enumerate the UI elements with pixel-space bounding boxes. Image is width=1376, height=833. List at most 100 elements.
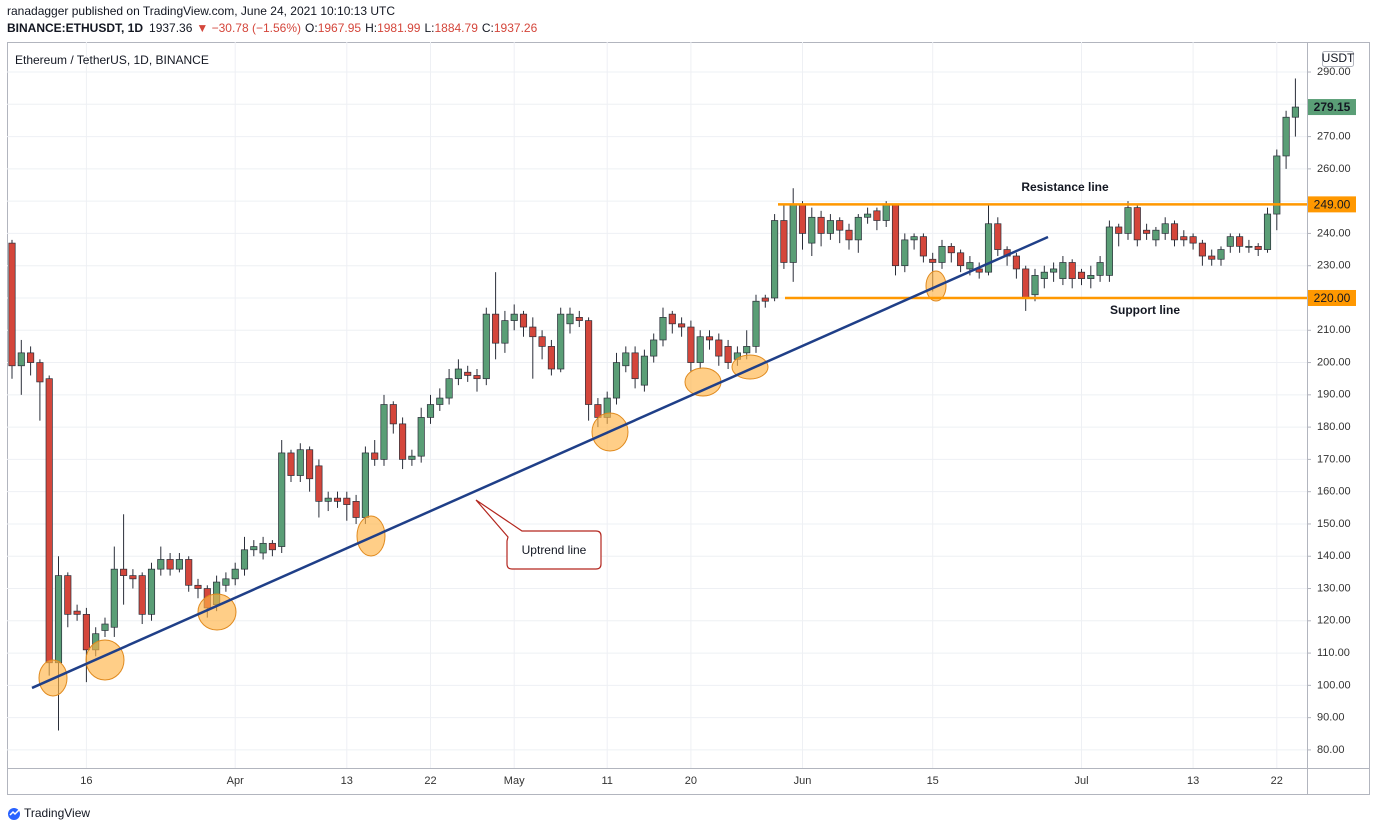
candle-body [1180, 236, 1188, 241]
price: 1937.36 [149, 21, 193, 35]
x-tick-label: May [504, 775, 525, 787]
symbol-line: BINANCE:ETHUSDT, 1D 1937.36 ▼ −30.78 (−1.5… [7, 21, 538, 35]
candle-body [250, 546, 258, 551]
trend-line [31, 235, 1049, 690]
candle-body [659, 317, 667, 341]
candle-body [1068, 262, 1076, 279]
candle-body [910, 236, 918, 241]
y-tick-label: 190.00 [1317, 389, 1351, 401]
ohlc-value: 1884.79 [434, 21, 478, 35]
last-price-label: 279.15 [1314, 100, 1351, 114]
candle-body [947, 245, 955, 254]
candle-body [1087, 275, 1095, 279]
candle-body [8, 242, 16, 367]
candle-body [268, 542, 276, 551]
level-tag [1308, 289, 1356, 306]
level-tag [1308, 196, 1356, 213]
y-tick-label: 150.00 [1317, 518, 1351, 530]
x-tick-label: Jun [794, 775, 812, 787]
candle-body [138, 575, 146, 615]
candle-body [120, 568, 128, 576]
y-tick-label: 160.00 [1317, 486, 1351, 498]
candle-body [1105, 226, 1113, 276]
candle-body [306, 449, 314, 480]
level-text: Resistance line [1021, 180, 1109, 194]
y-tick-label: 270.00 [1317, 130, 1351, 142]
candle-body [575, 317, 583, 321]
candle-body [101, 623, 109, 631]
candle-body [854, 216, 862, 241]
candle-body [185, 559, 193, 586]
candle-body [436, 397, 444, 405]
candle-body [1245, 245, 1253, 248]
candle-body [17, 352, 25, 367]
candle-body [1273, 155, 1281, 215]
y-tick-label: 140.00 [1317, 550, 1351, 562]
candle-body [808, 216, 816, 244]
candle-body [240, 549, 249, 570]
candle-body [1291, 106, 1299, 118]
candle-body [612, 362, 621, 399]
level-text: Support line [1110, 303, 1180, 317]
candle-body [175, 559, 183, 570]
candle-body [1022, 268, 1030, 299]
candle-body [557, 313, 565, 370]
x-tick-label: 13 [341, 775, 353, 787]
candle-body [501, 320, 509, 344]
x-tick-label: 11 [601, 775, 612, 787]
y-tick-label: 130.00 [1317, 582, 1351, 594]
candle-body [789, 204, 797, 263]
candle-body [975, 268, 983, 273]
candle-body [882, 204, 890, 221]
candle-body [361, 452, 369, 518]
candle-body [622, 352, 630, 367]
candle-body [994, 223, 1002, 250]
candle-body [129, 575, 137, 580]
candle-body [1115, 226, 1123, 234]
candle-body [566, 313, 574, 325]
x-tick-label: Apr [227, 775, 244, 787]
frame [7, 42, 1370, 795]
candle-body [1133, 207, 1141, 241]
candle-body [826, 220, 834, 234]
candle-body [1124, 207, 1132, 234]
y-tick-label: 120.00 [1317, 615, 1351, 627]
candle-body [352, 501, 360, 518]
candle-body [1050, 268, 1058, 273]
ohlc-key: L: [424, 21, 434, 35]
candle-body [631, 352, 639, 380]
candle-body [1161, 223, 1169, 234]
candle-body [798, 204, 807, 234]
level-tag-label: 249.00 [1314, 198, 1351, 212]
candle-body [771, 220, 779, 299]
candle-body [585, 320, 593, 405]
y-tick-label: 290.00 [1317, 66, 1351, 78]
candle-body [464, 371, 472, 376]
x-tick-label: 22 [1271, 775, 1283, 787]
candle-body [705, 336, 714, 341]
candles [8, 78, 1299, 731]
candle-body [343, 497, 351, 505]
candle-body [408, 455, 416, 460]
candle-body [73, 610, 81, 615]
candle-body [82, 613, 90, 651]
candle-body [1189, 236, 1197, 244]
candle-body [696, 336, 704, 363]
highlight [356, 515, 386, 557]
candle-body [45, 378, 53, 664]
logo-glyph [9, 809, 20, 816]
candle-body [1263, 213, 1272, 250]
candle-body [147, 568, 156, 615]
candle-body [1226, 236, 1234, 247]
candle-body [482, 313, 490, 380]
last-price-tag [1308, 99, 1356, 116]
candle-body [752, 300, 760, 347]
y-tick-label: 180.00 [1317, 421, 1351, 433]
published-note: ranadagger published on TradingView.com,… [7, 4, 395, 18]
candle-body [743, 346, 751, 354]
candle-body [157, 559, 165, 570]
y-tick-label: 90.00 [1317, 712, 1345, 724]
candle-body [287, 452, 295, 476]
brand: TradingView [24, 806, 90, 820]
